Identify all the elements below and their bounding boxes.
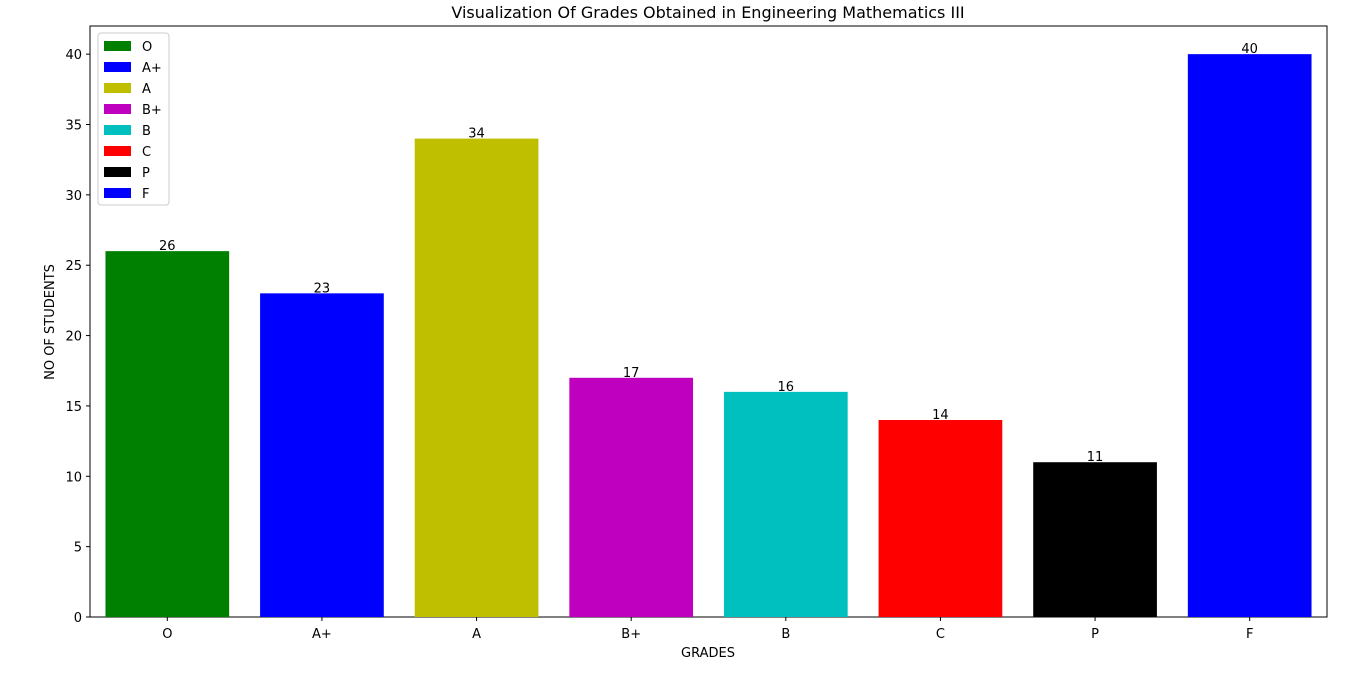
legend-label: O xyxy=(142,40,152,55)
y-tick-label: 15 xyxy=(65,400,82,415)
axes-frame xyxy=(89,25,1328,618)
legend-label: F xyxy=(142,187,149,202)
x-tick-label: B xyxy=(781,627,790,642)
bar-o xyxy=(105,251,230,617)
bar-data-label: 40 xyxy=(1241,42,1258,57)
legend-swatch xyxy=(104,62,131,72)
bar-p xyxy=(1033,462,1157,617)
y-tick-label: 40 xyxy=(65,48,82,63)
x-tick-label: A+ xyxy=(312,627,332,642)
bar-data-label: 17 xyxy=(623,366,640,381)
bar-b xyxy=(723,391,848,617)
y-tick-label: 0 xyxy=(74,611,82,626)
y-tick-label: 20 xyxy=(65,330,82,345)
legend-label: A xyxy=(142,82,151,97)
bar-c xyxy=(878,420,1003,617)
legend-swatch xyxy=(104,188,131,198)
x-tick-label: C xyxy=(936,627,945,642)
y-tick-label: 30 xyxy=(65,189,82,204)
legend-swatch xyxy=(104,104,131,114)
bar-a xyxy=(414,138,539,618)
legend-label: B+ xyxy=(142,103,162,118)
x-tick-label: A xyxy=(472,627,481,642)
legend-label: P xyxy=(142,166,150,181)
plot-area: 0 5 10 15 20 25 30 35 40 O 26 A+ 23 A 34 B+ 17 B 16 C 14 P 11 F… xyxy=(65,25,1328,642)
legend-swatch xyxy=(104,167,131,177)
x-axis-label: GRADES xyxy=(681,646,735,661)
legend-label: A+ xyxy=(142,61,162,76)
bar-data-label: 34 xyxy=(468,127,485,142)
bar-data-label: 23 xyxy=(314,281,331,296)
bar-b-plus xyxy=(569,377,694,617)
bar-a-plus xyxy=(260,293,384,617)
legend-swatch xyxy=(104,125,131,135)
bar-f xyxy=(1187,54,1312,617)
y-tick-label: 25 xyxy=(65,259,82,274)
bar-data-label: 14 xyxy=(932,408,949,423)
legend-label: C xyxy=(142,145,151,160)
legend-swatch xyxy=(104,41,131,51)
chart-title: Visualization Of Grades Obtained in Engi… xyxy=(451,3,964,22)
legend-swatch xyxy=(104,83,131,93)
y-axis-label: NO OF STUDENTS xyxy=(43,264,58,380)
bar-data-label: 16 xyxy=(778,380,795,395)
y-tick-label: 35 xyxy=(65,119,82,134)
y-tick-label: 10 xyxy=(65,470,82,485)
legend-swatch xyxy=(104,146,131,156)
y-tick-label: 5 xyxy=(74,541,82,556)
legend-label: B xyxy=(142,124,151,139)
legend-box xyxy=(97,32,170,206)
bar-data-label: 26 xyxy=(159,239,176,254)
x-tick-label: F xyxy=(1246,627,1253,642)
bar-data-label: 11 xyxy=(1087,450,1104,465)
x-tick-label: B+ xyxy=(621,627,641,642)
x-tick-label: P xyxy=(1091,627,1099,642)
x-tick-label: O xyxy=(162,627,172,642)
